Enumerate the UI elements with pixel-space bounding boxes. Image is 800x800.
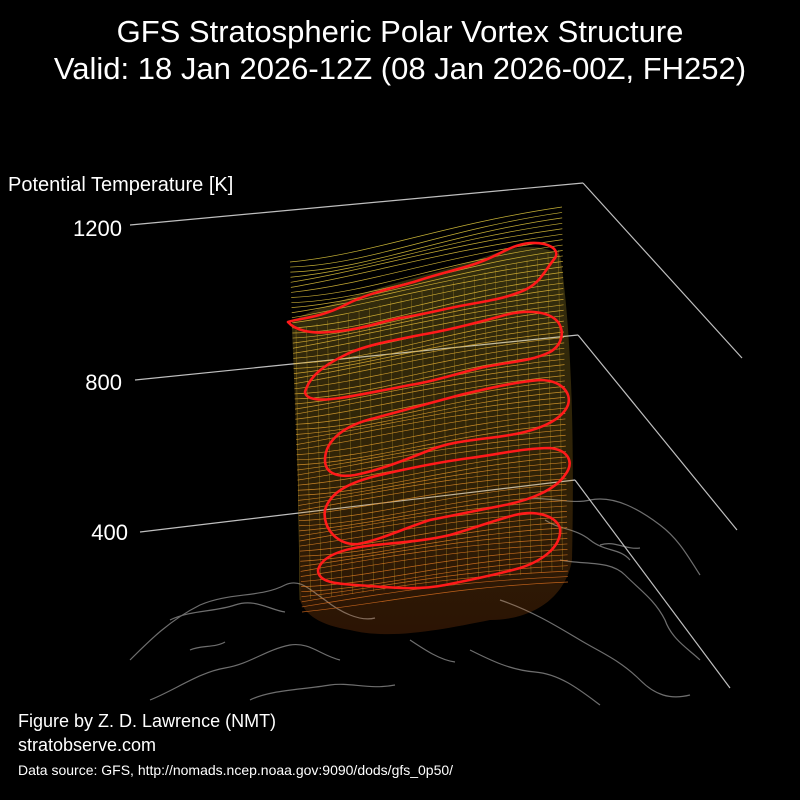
site-credit: stratobserve.com [18,735,157,755]
vortex-contour-line [293,304,564,354]
vortex-contour-line [298,462,567,501]
vortex-surface-hatch [337,317,343,596]
vortex-surface-hatch [421,291,427,586]
vortex-contour-line [293,315,564,364]
vortex-contour-line [298,483,567,522]
vortex-contour-line [291,266,564,319]
contour-bottom [316,511,562,590]
vortex-contour-line [294,337,565,385]
vortex-contour-line [295,385,565,430]
vortex-contour-line [300,538,568,572]
vortex-contour-line [293,331,565,380]
vortex-contour-line [301,581,569,613]
z-tick-1200: 1200 [73,216,122,241]
vortex-contour-line [292,288,564,339]
vortex-contour-line [297,440,566,481]
vortex-contour-line [299,516,567,552]
highlight-contours [286,241,571,590]
vortex-contour-line [290,222,563,278]
title-line-2: Valid: 18 Jan 2026-12Z (08 Jan 2026-00Z,… [53,51,747,86]
vortex-contour-line [297,456,567,496]
vortex-contour-line [290,233,563,288]
contour-upper [303,310,564,401]
vortex-contour-line [297,451,566,491]
contour-top [286,241,558,334]
vortex-contour-line [294,347,565,395]
coastline-map [129,497,701,706]
vortex-contour-line [291,244,563,298]
vortex-surface-hatch [411,294,416,587]
vortex-contour-line [291,255,563,309]
z-tick-800: 800 [85,370,122,395]
vortex-surface-hatch [558,249,563,571]
vortex-contour-line [298,472,567,511]
vortex-contour-line [294,353,565,400]
vortex-surface-hatch [306,326,311,599]
vortex-contour-line [292,271,564,324]
vortex-surface-hatch [516,262,521,575]
vortex-contour-line [295,375,565,420]
vortex-contour-line [290,212,563,268]
author-credit: Figure by Z. D. Lawrence (NMT) [18,711,277,731]
vortex-surface-hatch [390,301,395,590]
vortex-surface-hatch [537,256,542,573]
vortex-surface-hatch [442,285,448,584]
vortex-contour-line [289,206,563,263]
vortex-contour-line [292,293,564,344]
vortex-contour-line [300,527,568,562]
vortex-contour-line [296,418,566,461]
vortex-surface-hatch [505,265,511,577]
vortex-contour-line [291,261,563,314]
vortex-contour-line [299,489,567,527]
vortex-contour-line [295,391,565,435]
vortex-contour-line [300,543,568,577]
vortex-surface-hatch [495,269,500,578]
data-source: Data source: GFS, http://nomads.ncep.noa… [18,762,454,778]
vortex-contour-line [300,532,568,567]
vortex-surface-hatch [295,329,301,601]
vortex-contour-line [290,228,563,283]
vortex-contour-line [292,299,564,349]
vortex-surface-hatch [316,323,322,598]
vortex-contour-line [299,505,567,542]
vortex-surface-hatch [484,272,490,579]
vortex-surface-hatch [327,320,332,597]
vortex-contour-line [294,364,565,410]
vortex-contour-line [290,217,563,273]
vortex-surface-hatch [400,297,406,589]
vortex-contour-line [301,570,568,603]
vortex-contour-line [298,478,567,516]
vortex-contour-line [293,326,564,374]
vortex-contour-line [295,380,565,425]
z-tick-400: 400 [91,520,128,545]
title-line-1: GFS Stratospheric Polar Vortex Structure [116,14,684,49]
contour-middle [323,378,571,478]
vortex-contour-line [296,396,566,440]
vortex-contour-line [296,424,566,466]
vortex-contour-line [292,282,564,334]
vortex-contour-line [296,402,566,445]
z-axis-label: Potential Temperature [K] [8,174,234,196]
vortex-surface-hatch [432,288,437,585]
contour-lower [323,446,571,546]
vortex-contour-line [295,369,565,415]
vortex-contour-line [296,407,566,451]
vortex-surface-hatch [379,304,385,591]
vortex-surface-hatch [474,275,479,580]
vortex-contour-line [294,342,565,390]
vortex-contour-line [292,277,564,329]
